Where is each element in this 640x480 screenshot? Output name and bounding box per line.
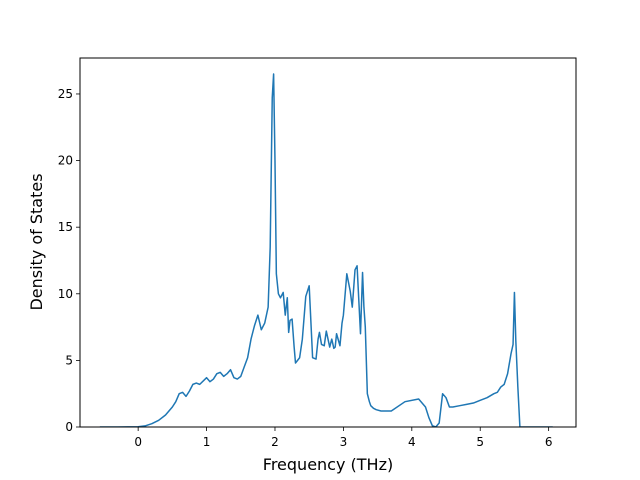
x-tick-label: 5 [476, 435, 484, 449]
y-tick-label: 20 [58, 154, 73, 168]
y-tick-label: 0 [65, 420, 73, 434]
x-tick-label: 6 [545, 435, 553, 449]
y-axis: 0 5 10 15 20 25 [58, 87, 80, 434]
x-axis: 0 1 2 3 4 5 6 [134, 427, 552, 449]
x-tick-label: 2 [271, 435, 279, 449]
x-tick-label: 4 [408, 435, 416, 449]
y-tick-label: 25 [58, 87, 73, 101]
y-tick-label: 15 [58, 220, 73, 234]
x-tick-label: 1 [203, 435, 211, 449]
x-tick-label: 0 [134, 435, 142, 449]
y-tick-label: 10 [58, 287, 73, 301]
x-axis-label: Frequency (THz) [263, 455, 393, 474]
y-axis-label: Density of States [27, 173, 46, 310]
x-tick-label: 3 [340, 435, 348, 449]
dos-series-line [99, 73, 553, 427]
y-tick-label: 5 [65, 353, 73, 367]
plot-area-frame [79, 57, 577, 428]
